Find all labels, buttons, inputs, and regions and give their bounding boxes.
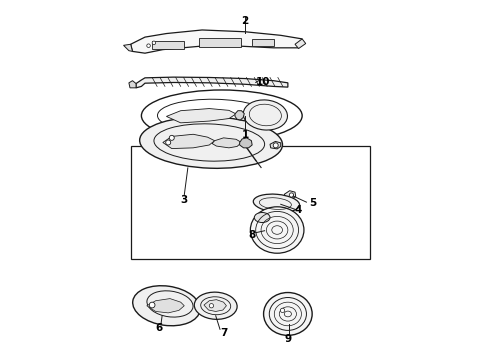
Polygon shape — [123, 44, 132, 51]
Polygon shape — [131, 30, 302, 53]
Polygon shape — [163, 134, 215, 149]
Ellipse shape — [133, 286, 200, 326]
Ellipse shape — [195, 292, 237, 319]
Polygon shape — [129, 81, 136, 88]
Circle shape — [209, 303, 214, 308]
Polygon shape — [295, 39, 306, 49]
Circle shape — [280, 308, 285, 312]
Circle shape — [149, 302, 155, 308]
Text: 8: 8 — [248, 230, 256, 240]
FancyBboxPatch shape — [198, 38, 242, 47]
Circle shape — [152, 41, 156, 45]
Polygon shape — [270, 141, 281, 149]
Ellipse shape — [140, 117, 282, 168]
Text: 7: 7 — [220, 328, 227, 338]
Circle shape — [169, 135, 174, 140]
Circle shape — [147, 44, 150, 48]
Text: 6: 6 — [156, 323, 163, 333]
FancyBboxPatch shape — [252, 39, 273, 46]
Ellipse shape — [253, 194, 299, 212]
Text: 9: 9 — [284, 334, 292, 344]
FancyBboxPatch shape — [152, 41, 184, 49]
Polygon shape — [136, 77, 288, 88]
Text: 1: 1 — [242, 130, 248, 140]
Bar — [131, 146, 370, 258]
Text: 2: 2 — [242, 16, 248, 26]
Polygon shape — [284, 191, 296, 199]
Text: 5: 5 — [309, 198, 317, 208]
Circle shape — [273, 143, 278, 148]
Ellipse shape — [254, 212, 270, 222]
Text: 3: 3 — [181, 195, 188, 204]
Text: 4: 4 — [295, 205, 302, 215]
Polygon shape — [212, 138, 242, 148]
Ellipse shape — [250, 207, 304, 253]
Ellipse shape — [264, 293, 312, 336]
Circle shape — [289, 193, 294, 197]
Text: 10: 10 — [256, 77, 270, 87]
Circle shape — [166, 140, 171, 145]
Polygon shape — [235, 111, 245, 120]
Polygon shape — [167, 109, 236, 123]
Polygon shape — [147, 298, 184, 313]
Polygon shape — [204, 300, 226, 311]
Polygon shape — [240, 138, 252, 148]
Ellipse shape — [243, 100, 288, 130]
